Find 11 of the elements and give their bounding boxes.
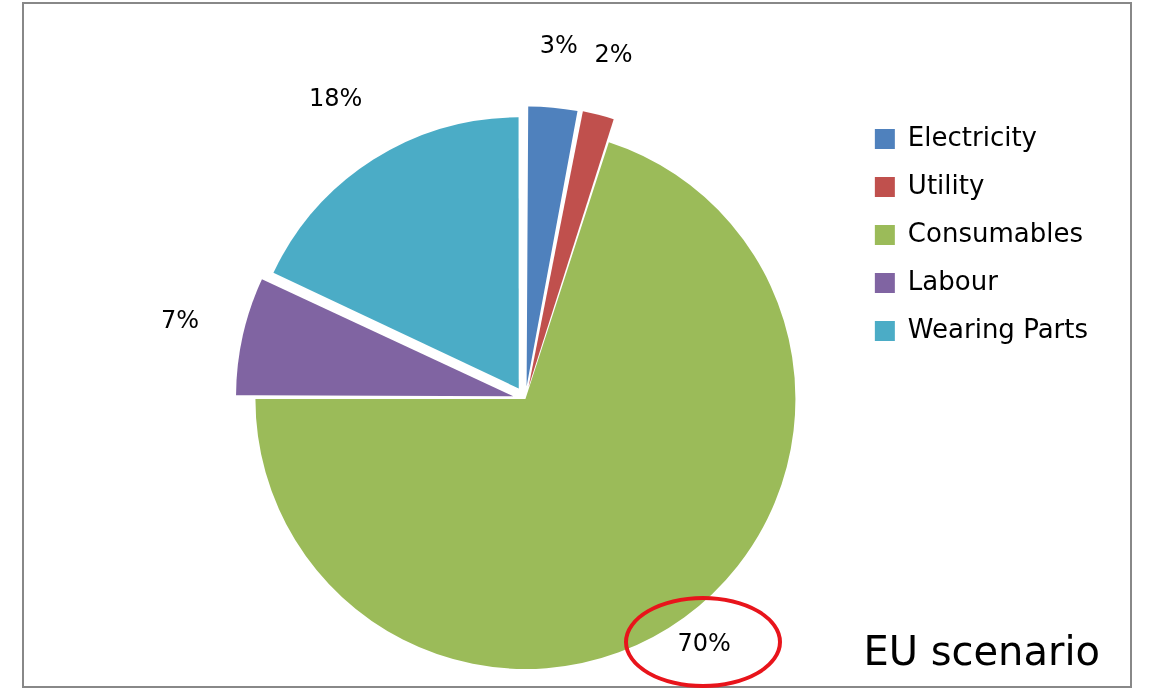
legend-label: Electricity — [907, 121, 1038, 152]
legend-label: Labour — [907, 265, 999, 296]
data-label: 3% — [539, 30, 578, 59]
data-label: 2% — [594, 40, 633, 69]
data-label: 18% — [309, 84, 363, 113]
data-label: 70% — [677, 629, 731, 658]
data-label: 7% — [160, 306, 199, 335]
legend-label: Wearing Parts — [907, 313, 1089, 344]
text: EU scenario — [863, 628, 1100, 674]
legend-label: Utility — [907, 169, 985, 200]
legend-label: Consumables — [907, 217, 1083, 248]
